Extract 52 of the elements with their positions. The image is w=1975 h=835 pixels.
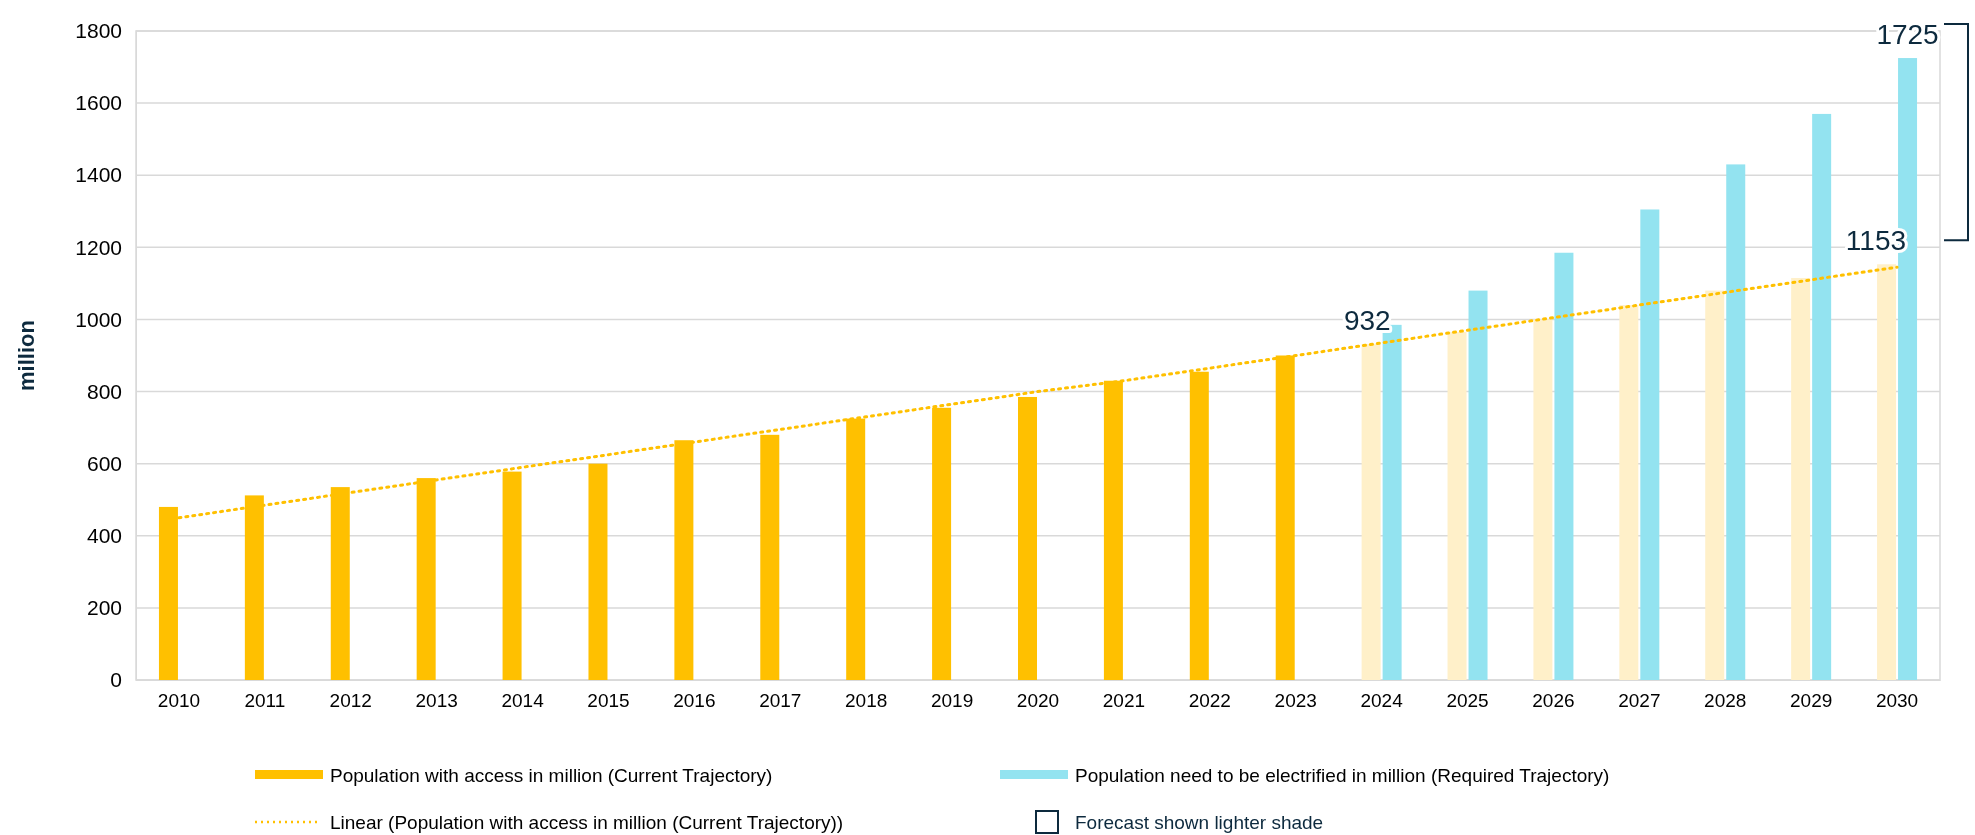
- x-tick-label: 2021: [1102, 690, 1146, 712]
- legend-label: Population need to be electrified in million (Required Trajectory): [1075, 765, 1610, 786]
- x-tick-label: 2023: [1274, 690, 1317, 712]
- text: Forecast shown lighter shade: [1075, 812, 1324, 833]
- bar: [1640, 209, 1660, 680]
- x-tick-label: 2029: [1790, 690, 1833, 712]
- x-tick-label: 2013: [415, 690, 458, 712]
- bar: [1726, 164, 1746, 680]
- x-tick-label: 2028: [1704, 690, 1747, 712]
- legend-label: Population with access in million (Current Trajectory): [330, 765, 773, 786]
- x-tick-label: 2030: [1875, 690, 1919, 712]
- x-tick-label: 2024: [1360, 690, 1404, 712]
- y-tick-label: 1800: [75, 19, 122, 43]
- y-tick-label: 1600: [75, 91, 122, 115]
- y-tick-label: 0: [110, 668, 122, 692]
- x-tick-label: 2025: [1446, 690, 1489, 712]
- x-tick-label: 2018: [845, 690, 888, 712]
- x-tick-label: 2022: [1188, 690, 1231, 712]
- bar: [588, 463, 608, 680]
- y-tick-label: 1400: [75, 163, 122, 187]
- x-tick-label: 2016: [673, 690, 716, 712]
- bar: [1791, 277, 1811, 680]
- x-tick-label: 2017: [759, 690, 802, 712]
- x-tick-label: 2015: [587, 690, 630, 712]
- x-tick-label: 2012: [329, 690, 372, 712]
- x-tick-label: 2026: [1532, 690, 1575, 712]
- x-tick-label: 2010: [157, 690, 201, 712]
- x-tick-label: 2027: [1618, 690, 1661, 712]
- bar: [1619, 305, 1639, 680]
- bar: [1533, 319, 1553, 680]
- bar: [1705, 290, 1725, 680]
- bar: [1447, 332, 1467, 680]
- y-tick-label: 800: [86, 379, 122, 403]
- y-tick-label: 600: [86, 451, 122, 475]
- bar: [1877, 264, 1897, 680]
- x-tick-label: 2019: [930, 690, 974, 712]
- y-axis-title: million: [14, 320, 39, 391]
- bar: [1812, 113, 1832, 680]
- x-tick-label: 2011: [244, 690, 286, 712]
- data-label: 1153: [1845, 225, 1907, 257]
- data-label: 1725: [1876, 19, 1939, 51]
- y-tick-label: 400: [86, 524, 122, 547]
- data-label: 932: [1343, 304, 1391, 336]
- y-tick-label: 1200: [75, 235, 122, 259]
- bar: [1361, 343, 1381, 680]
- legend-label: Linear (Population with access in million (Current Trajectory)): [330, 812, 844, 833]
- x-tick-label: 2020: [1016, 690, 1060, 712]
- x-tick-label: 2014: [501, 690, 545, 712]
- y-tick-label: 200: [86, 596, 122, 620]
- bar: [1468, 290, 1488, 680]
- bar: [1554, 252, 1574, 680]
- y-tick-label: 1000: [75, 307, 122, 331]
